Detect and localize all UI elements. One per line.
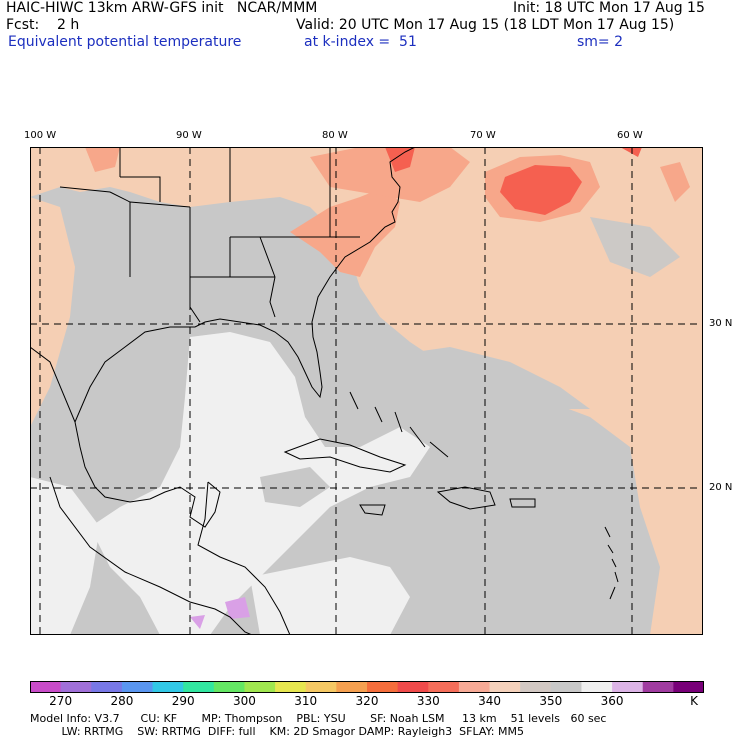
red-core-northeast: [620, 147, 642, 157]
colorbar: [30, 681, 704, 693]
level-text: at k-index = 51: [304, 34, 417, 50]
colorbar-swatch: [305, 681, 337, 693]
salmon-east-strip: [660, 162, 690, 202]
salmon-texas: [85, 147, 120, 172]
tan-east-strip: [630, 447, 703, 635]
tan-west-strip: [30, 197, 75, 427]
colorbar-swatch: [244, 681, 276, 693]
colorbar-swatch: [612, 681, 644, 693]
field-name: Equivalent potential temperature: [8, 34, 242, 50]
forecast-hour: Fcst: 2 h: [6, 17, 80, 33]
lat-label-20n: 20 N: [709, 482, 733, 493]
colorbar-swatch: [428, 681, 460, 693]
colorbar-tick-label: 340: [478, 694, 501, 708]
colorbar-tick-label: 320: [355, 694, 379, 708]
colorbar-frame: [30, 681, 704, 693]
salmon-midatlantic: [310, 147, 470, 202]
valid-time: Valid: 20 UTC Mon 17 Aug 15 (18 LDT Mon …: [296, 17, 675, 33]
colorbar-swatch: [673, 681, 704, 693]
light-sw-caribbean: [250, 557, 410, 635]
red-core-virginia: [385, 147, 415, 172]
colorbar-swatch: [275, 681, 307, 693]
colorbar-tick-label: 350: [539, 694, 563, 708]
model-info-line2: LW: RRTMG SW: RRTMG DIFF: full KM: 2D Sm…: [30, 725, 524, 738]
colorbar-tick-label: 290: [171, 694, 195, 708]
lon-label-90w: 90 W: [176, 130, 202, 141]
colorbar-swatch: [367, 681, 399, 693]
gray-gulf-blob: [260, 467, 330, 507]
colorbar-swatch: [458, 681, 491, 693]
coastlines: [30, 147, 619, 635]
colorbar-swatch: [397, 681, 429, 693]
colorbar-unit: K: [690, 694, 698, 708]
colorbar-swatch: [489, 681, 521, 693]
colorbar-swatch: [336, 681, 368, 693]
colorbar-swatch: [550, 681, 582, 693]
light-gulf-caribbean: [90, 332, 430, 635]
smoothing-text: sm= 2: [577, 34, 624, 50]
violet-cells: [190, 597, 250, 629]
map-frame: [30, 147, 703, 635]
colorbar-tick-label: 270: [49, 694, 73, 708]
lat-label-30n: 30 N: [709, 318, 733, 329]
colorbar-swatch: [30, 681, 62, 693]
graticule: [30, 147, 703, 635]
colorbar-swatch: [183, 681, 215, 693]
theta-e-map: [30, 147, 703, 635]
model-title: HAIC-HIWC 13km ARW-GFS init NCAR/MMM: [6, 0, 318, 16]
lon-label-100w: 100 W: [24, 130, 57, 141]
colorbar-swatch: [213, 681, 245, 693]
colorbar-swatch: [91, 681, 123, 693]
colorbar-swatch: [121, 681, 154, 693]
colorbar-tick-label: 300: [233, 694, 256, 708]
colorbar-swatch: [642, 681, 674, 693]
init-time: Init: 18 UTC Mon 17 Aug 15: [513, 0, 705, 16]
lon-label-70w: 70 W: [470, 130, 496, 141]
model-info-line1: Model Info: V3.7 CU: KF MP: Thompson PBL…: [30, 712, 607, 725]
light-west-mexico: [30, 477, 100, 635]
colorbar-tick-label: 330: [416, 694, 440, 708]
tan-field-region: [30, 147, 703, 507]
colorbar-tick-label: 310: [294, 694, 318, 708]
salmon-carolinas: [290, 187, 400, 277]
red-core-atlantic: [500, 165, 582, 215]
colorbar-swatch: [581, 681, 613, 693]
colorbar-swatch: [152, 681, 184, 693]
colorbar-swatch: [60, 681, 92, 693]
colorbar-swatch: [520, 681, 552, 693]
lon-label-60w: 60 W: [617, 130, 643, 141]
colorbar-tick-label: 360: [600, 694, 624, 708]
lon-label-80w: 80 W: [322, 130, 348, 141]
gray-atlantic-patch: [590, 217, 680, 277]
colorbar-tick-label: 280: [110, 694, 134, 708]
